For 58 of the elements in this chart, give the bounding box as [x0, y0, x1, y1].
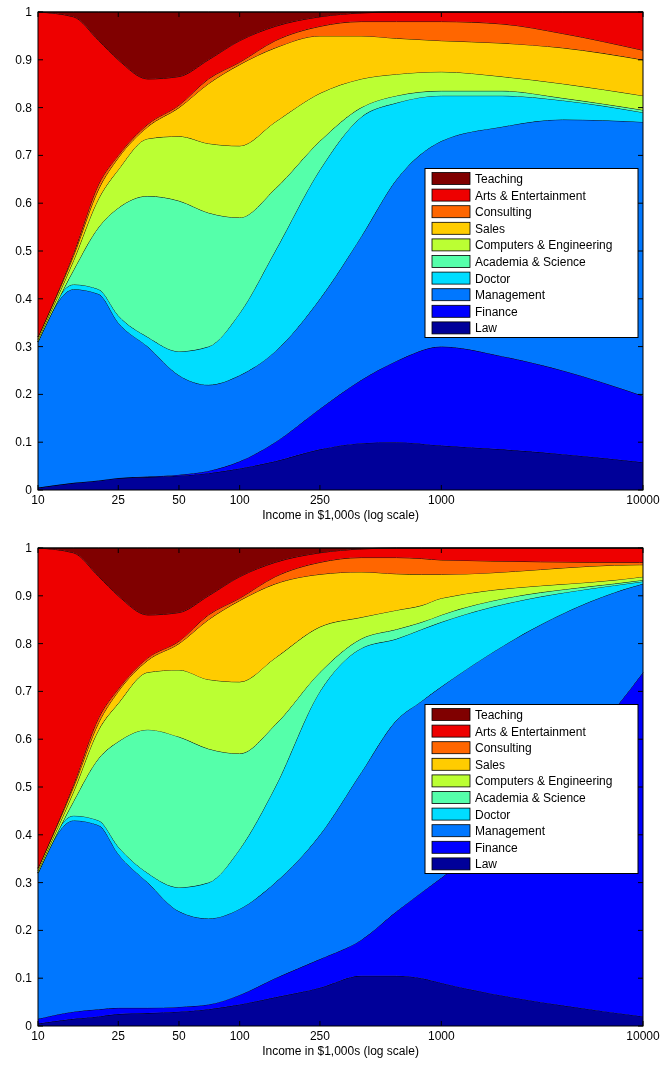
legend-label: Arts & Entertainment: [475, 724, 587, 739]
legend-label: Teaching: [475, 708, 524, 722]
y-tick-label: 0.5: [15, 780, 33, 794]
y-tick-label: 0.1: [15, 435, 33, 450]
legend-label: Doctor: [475, 271, 511, 286]
y-tick-label: 0.3: [15, 875, 33, 890]
x-tick-label: 10000: [626, 1029, 661, 1043]
legend-label: Management: [475, 288, 546, 303]
x-tick-label: 25: [111, 493, 126, 507]
y-tick-label: 0.8: [15, 636, 33, 651]
y-tick-label: 0.9: [15, 52, 33, 67]
y-tick-label: 1: [25, 541, 33, 555]
y-tick-label: 0.6: [15, 196, 33, 211]
y-tick-label: 0.8: [15, 100, 33, 115]
legend-label: Doctor: [475, 807, 511, 822]
legend-label: Academia & Science: [475, 255, 587, 269]
legend-label: Sales: [475, 757, 506, 772]
y-tick-label: 0.1: [15, 971, 33, 986]
legend-label: Teaching: [475, 172, 524, 186]
x-tick-label: 50: [172, 1029, 186, 1043]
x-tick-label: 50: [172, 493, 186, 507]
legend-label: Arts & Entertainment: [475, 188, 587, 203]
legend-label: Law: [475, 321, 498, 336]
y-tick-label: 0.2: [15, 923, 33, 938]
legend-label: Sales: [475, 221, 506, 236]
y-tick-label: 0.5: [15, 244, 33, 258]
x-tick-label: 25: [111, 1029, 126, 1043]
y-tick-label: 0.9: [15, 588, 33, 603]
y-tick-label: 0.7: [15, 684, 33, 699]
legend-label: Computers & Engineering: [475, 774, 613, 789]
legend-label: Management: [475, 824, 546, 839]
x-axis-title: Income in $1,000s (log scale): [262, 508, 419, 522]
y-tick-label: 0.6: [15, 732, 33, 747]
legend-label: Computers & Engineering: [475, 238, 613, 253]
legend-label: Consulting: [475, 205, 532, 220]
x-tick-label: 250: [309, 493, 331, 507]
y-tick-label: 0.3: [15, 339, 33, 354]
x-axis-title: Income in $1,000s (log scale): [262, 1044, 419, 1058]
x-tick-label: 1000: [427, 493, 455, 507]
legend-label: Law: [475, 857, 498, 872]
x-tick-label: 10: [31, 1029, 45, 1043]
y-tick-label: 0.4: [15, 827, 33, 842]
legend-label: Consulting: [475, 741, 532, 756]
y-tick-label: 0: [25, 1019, 33, 1033]
x-tick-label: 10: [31, 493, 45, 507]
legend-label: Academia & Science: [475, 791, 587, 805]
y-tick-label: 0.7: [15, 148, 33, 163]
x-tick-label: 100: [229, 1029, 250, 1043]
x-tick-label: 100: [229, 493, 250, 507]
y-tick-label: 0: [25, 483, 33, 497]
x-tick-label: 10000: [626, 493, 661, 507]
y-tick-label: 0.2: [15, 387, 33, 402]
y-tick-label: 1: [25, 5, 33, 19]
x-tick-label: 250: [309, 1029, 331, 1043]
y-tick-label: 0.4: [15, 291, 33, 306]
legend-label: Finance: [475, 840, 519, 855]
legend-label: Finance: [475, 304, 519, 319]
x-tick-label: 1000: [427, 1029, 455, 1043]
